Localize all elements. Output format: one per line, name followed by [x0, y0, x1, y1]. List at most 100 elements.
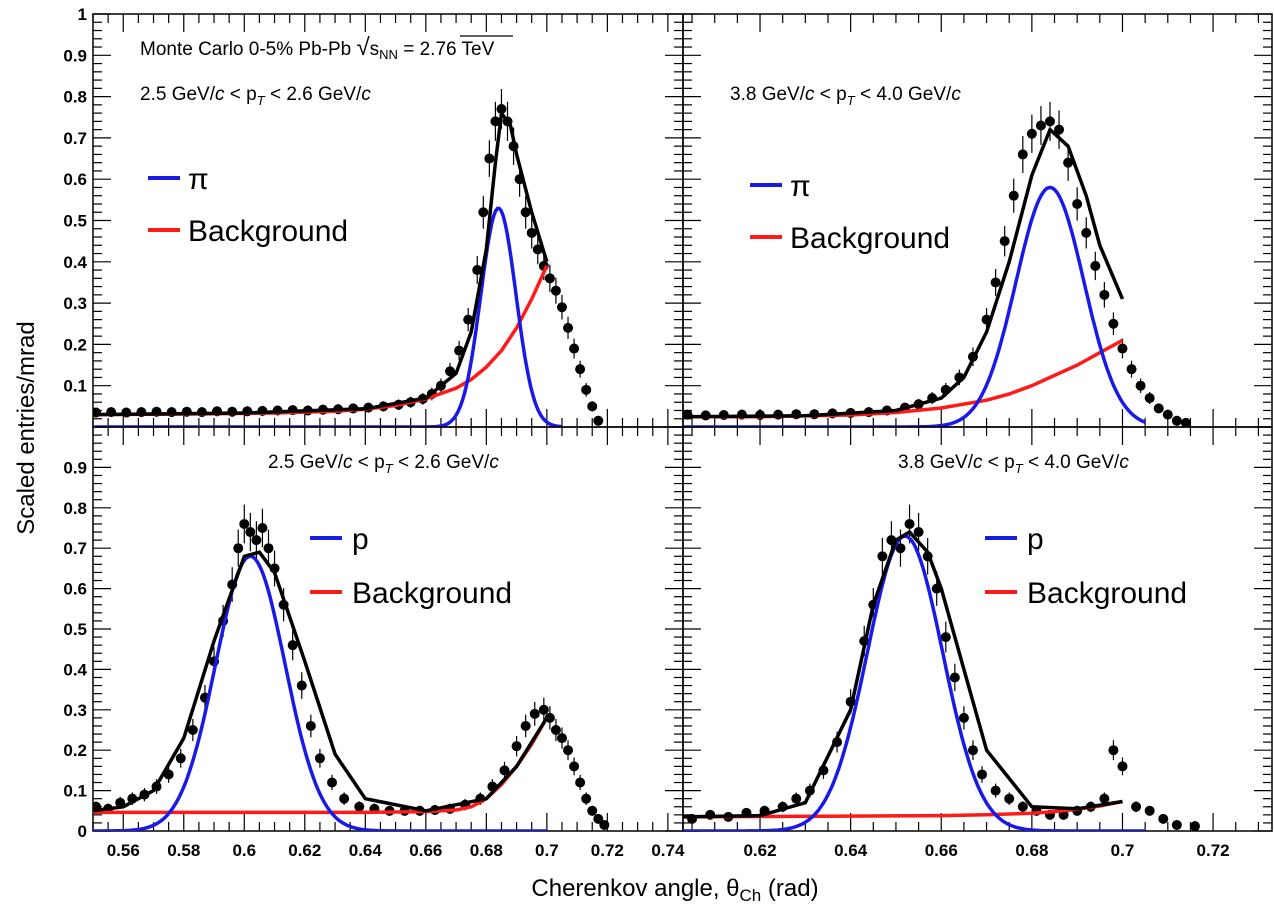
data-point — [999, 236, 1010, 247]
data-point — [496, 103, 507, 114]
data-point — [511, 741, 522, 752]
header-subscript: NN — [379, 47, 398, 62]
data-point — [339, 793, 350, 804]
legend-label: Background — [352, 577, 512, 610]
y-tick-label: 0.2 — [63, 335, 87, 354]
data-point — [263, 543, 274, 554]
data-point — [239, 518, 250, 529]
pt-annotation-part: c — [215, 84, 225, 105]
x-tick-label: 0.58 — [167, 841, 200, 860]
data-point — [581, 384, 592, 395]
data-point — [314, 753, 325, 764]
pt-annotation-part: c — [343, 452, 353, 473]
data-point — [251, 535, 262, 546]
data-point — [233, 543, 244, 554]
data-point — [296, 680, 307, 691]
y-tick-label: 0.4 — [63, 253, 87, 272]
legend-label: π — [790, 170, 811, 203]
data-point — [990, 785, 1001, 796]
y-tick-label: 0.1 — [63, 377, 87, 396]
data-point — [913, 527, 924, 538]
data-point — [187, 725, 198, 735]
y-tick-label: 0.6 — [63, 170, 87, 189]
data-point — [1171, 819, 1182, 830]
pt-annotation-part: 2.5 GeV/ — [140, 84, 216, 105]
panel-bottom-right: 0.62 0.64 0.66 0.68 0.7 0.72 3.8 GeV/c < pT < … — [682, 426, 1273, 860]
data-point — [1162, 409, 1173, 420]
panel-top-left: 0.1 0.2 0.3 0.4 0.5 0.6 0.7 0.8 0.9 1 2.5 GeV/c < … — [63, 5, 684, 428]
panel-bottom-left: 0 0.1 0.2 0.3 0.4 0.5 0.6 0.7 0.8 0.9 0.56 0.58 0.6 0… — [63, 426, 685, 860]
data-point — [1126, 364, 1137, 375]
legend-label: Background — [188, 215, 348, 248]
data-point — [354, 801, 365, 812]
data-point — [569, 343, 580, 354]
y-tick-label: 0.5 — [63, 620, 87, 639]
data-point — [556, 302, 567, 313]
x-axis-title: Cherenkov angle, θCh (rad) — [531, 875, 818, 905]
plot-area — [93, 504, 610, 831]
data-point — [791, 793, 802, 804]
data-point — [1063, 157, 1074, 168]
x-axis-title-unit: (rad) — [761, 875, 818, 902]
pt-annotation-part: < p — [815, 84, 847, 105]
y-tick-label: 0.6 — [63, 580, 87, 599]
x-tick-label: 0.74 — [651, 841, 685, 860]
data-point — [958, 712, 969, 723]
data-point — [569, 761, 580, 772]
data-point — [1135, 380, 1146, 391]
header-s: s — [370, 39, 380, 60]
data-point — [587, 805, 598, 816]
x-tick-label: 0.64 — [349, 841, 383, 860]
data-point — [1158, 813, 1169, 824]
data-point — [1144, 805, 1155, 816]
legend-label: π — [188, 163, 209, 196]
data-point — [895, 543, 906, 554]
x-tick-label: 0.66 — [409, 841, 442, 860]
data-point — [1108, 745, 1119, 756]
pt-annotation-part: 3.8 GeV/ — [730, 84, 806, 105]
data-point — [967, 745, 978, 756]
pt-annotation-part: c — [361, 84, 371, 105]
data-point — [1117, 343, 1128, 354]
legend-label: p — [1027, 523, 1044, 556]
data-point — [327, 777, 338, 788]
pt-annotation-part: c — [951, 84, 961, 105]
data-point — [287, 640, 298, 651]
data-point — [940, 632, 951, 643]
y-tick-label: 0.3 — [63, 701, 87, 720]
signal-fit-curve — [683, 534, 1146, 831]
data-point — [949, 672, 960, 683]
data-point — [990, 277, 1001, 288]
data-point — [587, 401, 598, 412]
data-point — [1108, 318, 1119, 329]
data-point — [544, 273, 555, 284]
x-tick-label: 0.72 — [591, 841, 624, 860]
x-tick-label: 0.62 — [743, 841, 776, 860]
x-tick-label: 0.64 — [834, 841, 868, 860]
header-suffix: = 2.76 TeV — [398, 39, 495, 60]
data-point — [484, 153, 495, 164]
y-tick-label: 0.4 — [63, 660, 87, 679]
plot-area — [93, 89, 604, 427]
data-point — [575, 777, 586, 788]
pt-range-annotation: 2.5 GeV/c < pT < 2.6 GeV/c — [268, 452, 499, 476]
data-point — [1153, 403, 1164, 414]
x-tick-label: 0.6 — [232, 841, 256, 860]
pt-annotation-part: < p — [353, 452, 385, 473]
pt-annotation-part: < p — [225, 84, 257, 105]
y-axis-title: Scaled entries/mrad — [13, 321, 40, 534]
data-point — [1035, 120, 1046, 131]
y-tick-label: 1 — [78, 5, 87, 24]
data-point — [1054, 124, 1065, 135]
y-tick-label: 0.9 — [63, 458, 87, 477]
data-point — [1017, 149, 1028, 160]
header-prefix: Monte Carlo 0-5% Pb-Pb — [140, 39, 357, 60]
data-point — [1017, 801, 1028, 812]
data-point — [1180, 417, 1191, 427]
data-point — [1026, 128, 1037, 139]
data-point — [1171, 415, 1182, 426]
data-point — [472, 265, 483, 276]
data-point — [1189, 821, 1200, 831]
